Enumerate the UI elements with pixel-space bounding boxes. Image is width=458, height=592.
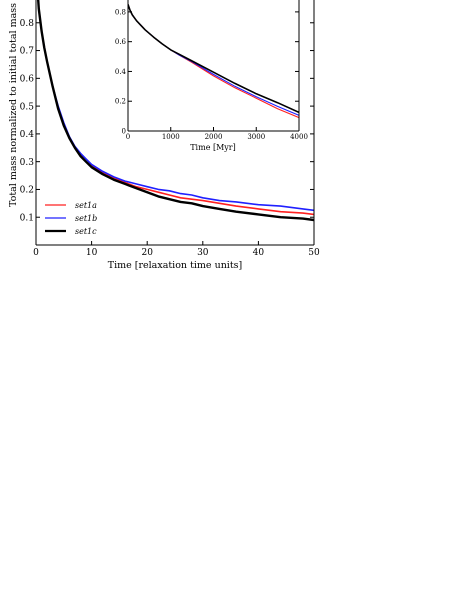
main-y-tick-label: 0.7 — [20, 47, 35, 57]
inset-x-tick-label: 4000 — [290, 133, 308, 141]
inset-x-tick-label: 1000 — [162, 133, 180, 141]
main-chart: 0 10 20 30 40 50 0.1 0.2 0.3 0.4 0.5 0.6 0.7 0.8 Time… — [8, 0, 320, 271]
inset-y-tick-label: 0 — [122, 127, 126, 135]
main-x-tick-label: 0 — [33, 248, 39, 258]
inset-axes: 0 1000 2000 3000 4000 0 0.2 0.4 0.6 0.8 — [115, 0, 308, 141]
main-axes: 0 10 20 30 40 50 0.1 0.2 0.3 0.4 0.5 0.6 0.7 0.8 — [20, 0, 320, 258]
inset-y-tick-label: 0.8 — [115, 8, 126, 16]
main-x-axis-label: Time [relaxation time units] — [108, 260, 243, 271]
inset-chart: 0 1000 2000 3000 4000 0 0.2 0.4 0.6 0.8 Time [Myr… — [115, 0, 308, 152]
legend-label-set1b: set1b — [75, 214, 97, 223]
inset-y-tick-label: 0.2 — [115, 98, 126, 106]
main-x-tick-label: 50 — [308, 248, 320, 258]
main-x-tick-label: 40 — [253, 248, 265, 258]
main-y-tick-label: 0.5 — [20, 102, 35, 112]
main-x-tick-label: 10 — [86, 248, 98, 258]
main-y-tick-label: 0.2 — [20, 186, 34, 196]
inset-x-tick-label: 3000 — [247, 133, 265, 141]
main-y-tick-label: 0.1 — [20, 213, 34, 223]
inset-y-tick-label: 0.4 — [115, 68, 127, 76]
main-x-tick-label: 30 — [197, 248, 209, 258]
main-y-tick-label: 0.8 — [20, 19, 35, 29]
legend-label-set1a: set1a — [75, 201, 97, 210]
main-y-tick-label: 0.6 — [20, 74, 35, 84]
inset-x-tick-label: 0 — [126, 133, 130, 141]
legend-label-set1c: set1c — [75, 227, 97, 236]
main-series-line-set1c — [36, 0, 314, 222]
inset-series-layer — [128, 4, 299, 119]
inset-series-line-series-3 — [128, 4, 299, 114]
main-series-layer — [36, 0, 314, 222]
inset-x-tick-label: 2000 — [205, 133, 223, 141]
main-y-tick-label: 0.4 — [20, 130, 35, 140]
main-x-tick-label: 20 — [141, 248, 153, 258]
inset-background — [128, 0, 299, 131]
main-y-tick-label: 0.3 — [20, 158, 35, 168]
inset-y-tick-label: 0.6 — [115, 38, 127, 46]
inset-x-axis-label: Time [Myr] — [190, 143, 236, 152]
main-y-axis-label: Total mass normalized to initial total m… — [8, 3, 19, 207]
main-legend: set1a set1b set1c — [45, 201, 97, 236]
